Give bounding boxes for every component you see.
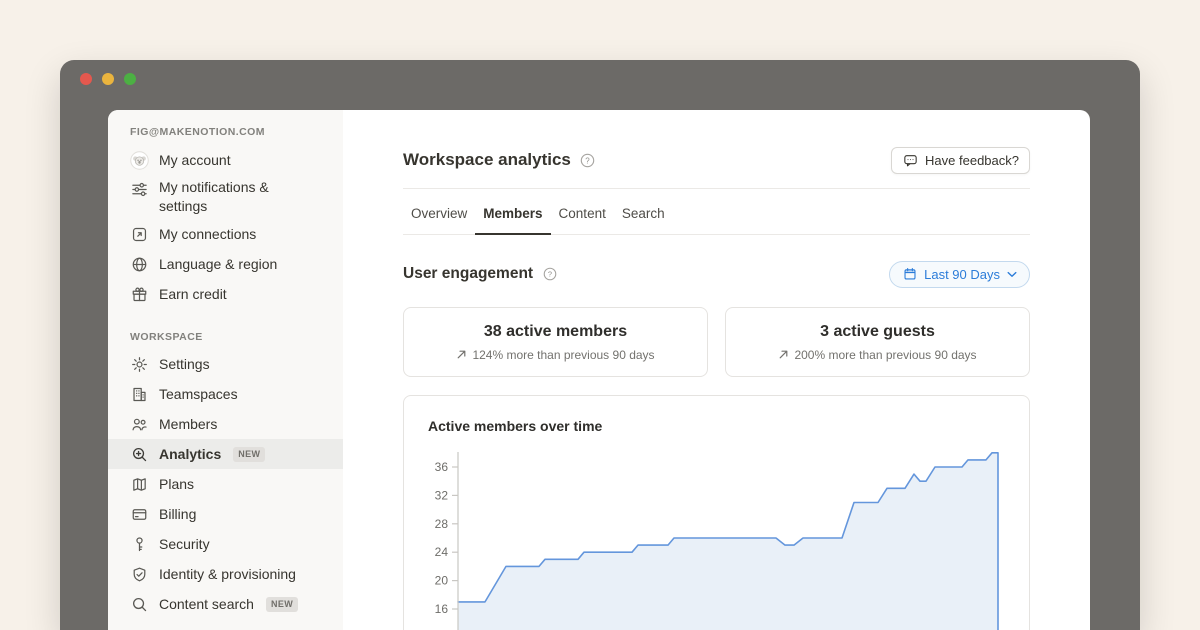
sidebar-item-identity-provisioning[interactable]: Identity & provisioning (108, 559, 343, 589)
window-controls (80, 73, 136, 85)
svg-text:32: 32 (435, 488, 449, 502)
sidebar-item-my-account[interactable]: My account (108, 145, 343, 175)
new-badge: NEW (265, 596, 299, 612)
svg-text:28: 28 (435, 517, 449, 531)
sidebar-item-label: Teamspaces (159, 386, 238, 402)
sidebar-item-label: My notifications & settings (159, 179, 269, 214)
help-icon[interactable]: ? (542, 266, 558, 282)
settings-sidebar: FIG@MAKENOTION.COM My account (108, 110, 343, 630)
sidebar-item-label: Language & region (159, 256, 278, 272)
key-icon (130, 535, 149, 554)
minimize-window-button[interactable] (102, 73, 114, 85)
avatar (130, 150, 149, 170)
tab-content[interactable]: Content (558, 206, 606, 221)
sidebar-item-label: Security (159, 536, 210, 552)
zoom-window-button[interactable] (124, 73, 136, 85)
active-guests-value: 3 active guests (820, 322, 935, 340)
sidebar-item-my-notifications-settings[interactable]: My notifications & settings (108, 175, 343, 219)
sidebar-item-label: Earn credit (159, 286, 227, 302)
sidebar-item-earn-credit[interactable]: Earn credit (108, 279, 343, 309)
calendar-icon (902, 267, 917, 282)
analytics-main: Workspace analytics ? (343, 110, 1090, 630)
sidebar-item-security[interactable]: Security (108, 529, 343, 559)
sliders-icon (130, 180, 149, 199)
sidebar-item-language-region[interactable]: Language & region (108, 249, 343, 279)
gift-icon (130, 285, 149, 304)
account-email-heading: FIG@MAKENOTION.COM (130, 126, 265, 138)
tab-overview[interactable]: Overview (411, 206, 468, 221)
analytics-tabs: Overview Members Content Search (403, 189, 1030, 235)
settings-panel: FIG@MAKENOTION.COM My account (108, 110, 1090, 630)
speech-bubble-icon (902, 152, 918, 168)
building-icon (130, 385, 149, 404)
sidebar-item-plans[interactable]: Plans (108, 469, 343, 499)
sidebar-item-billing[interactable]: Billing (108, 499, 343, 529)
sidebar-item-content-search[interactable]: Content search NEW (108, 589, 343, 619)
people-icon (130, 415, 149, 434)
shield-check-icon (130, 565, 149, 584)
gear-icon (130, 355, 149, 374)
have-feedback-button[interactable]: Have feedback? (891, 146, 1030, 174)
app-window: FIG@MAKENOTION.COM My account (60, 60, 1140, 630)
svg-text:16: 16 (435, 602, 449, 616)
trend-up-arrow-icon (778, 349, 789, 360)
globe-icon (130, 255, 149, 274)
tab-members[interactable]: Members (475, 206, 551, 235)
chart-title: Active members over time (428, 418, 603, 434)
sidebar-item-my-connections[interactable]: My connections (108, 219, 343, 249)
sidebar-item-label: Members (159, 416, 218, 432)
sidebar-item-label: My account (159, 152, 231, 168)
sidebar-item-label: Settings (159, 356, 210, 372)
map-icon (130, 475, 149, 494)
active-members-delta: 124% more than previous 90 days (472, 347, 655, 362)
active-guests-stat-card: 3 active guests 200% more than previous … (725, 307, 1030, 377)
sidebar-item-label: Analytics (159, 446, 222, 462)
active-guests-delta: 200% more than previous 90 days (794, 347, 977, 362)
search-icon (130, 595, 149, 614)
have-feedback-label: Have feedback? (925, 152, 1019, 168)
sidebar-item-analytics[interactable]: Analytics NEW (108, 439, 343, 469)
help-icon[interactable]: ? (580, 152, 596, 168)
page-title: Workspace analytics (403, 150, 571, 169)
header-divider (403, 188, 1030, 189)
user-engagement-title: User engagement (403, 265, 534, 282)
svg-text:36: 36 (435, 460, 449, 474)
members-chart: 16 20 24 28 32 36 (435, 452, 999, 630)
sidebar-item-label: My connections (159, 226, 257, 242)
stat-cards-row: 38 active members 124% more than previou… (403, 307, 1030, 377)
svg-text:?: ? (586, 156, 591, 165)
svg-text:24: 24 (435, 545, 449, 559)
close-window-button[interactable] (80, 73, 92, 85)
active-members-value: 38 active members (483, 322, 628, 340)
magnifier-plus-icon (130, 445, 149, 464)
active-members-stat-card: 38 active members 124% more than previou… (403, 307, 708, 377)
sidebar-item-label: Content search (159, 596, 254, 612)
workspace-section-heading: WORKSPACE (130, 331, 203, 343)
date-range-selector[interactable]: Last 90 Days (889, 260, 1030, 288)
trend-up-arrow-icon (456, 349, 467, 360)
active-members-chart-card: Active members over time 16 20 24 28 32 36 (403, 395, 1030, 630)
svg-text:20: 20 (435, 574, 449, 588)
sidebar-item-settings[interactable]: Settings (108, 349, 343, 379)
sidebar-item-members[interactable]: Members (108, 409, 343, 439)
sidebar-item-label: Billing (159, 506, 197, 522)
new-badge: NEW (233, 446, 266, 462)
sidebar-item-label: Plans (159, 476, 195, 492)
sidebar-item-teamspaces[interactable]: Teamspaces (108, 379, 343, 409)
arrow-up-right-box-icon (130, 225, 149, 244)
credit-card-icon (130, 505, 149, 524)
chevron-down-icon (1007, 269, 1017, 279)
tab-search[interactable]: Search (621, 206, 665, 221)
svg-text:?: ? (548, 270, 552, 279)
date-range-label: Last 90 Days (924, 266, 1000, 282)
sidebar-item-label: Identity & provisioning (159, 566, 296, 582)
